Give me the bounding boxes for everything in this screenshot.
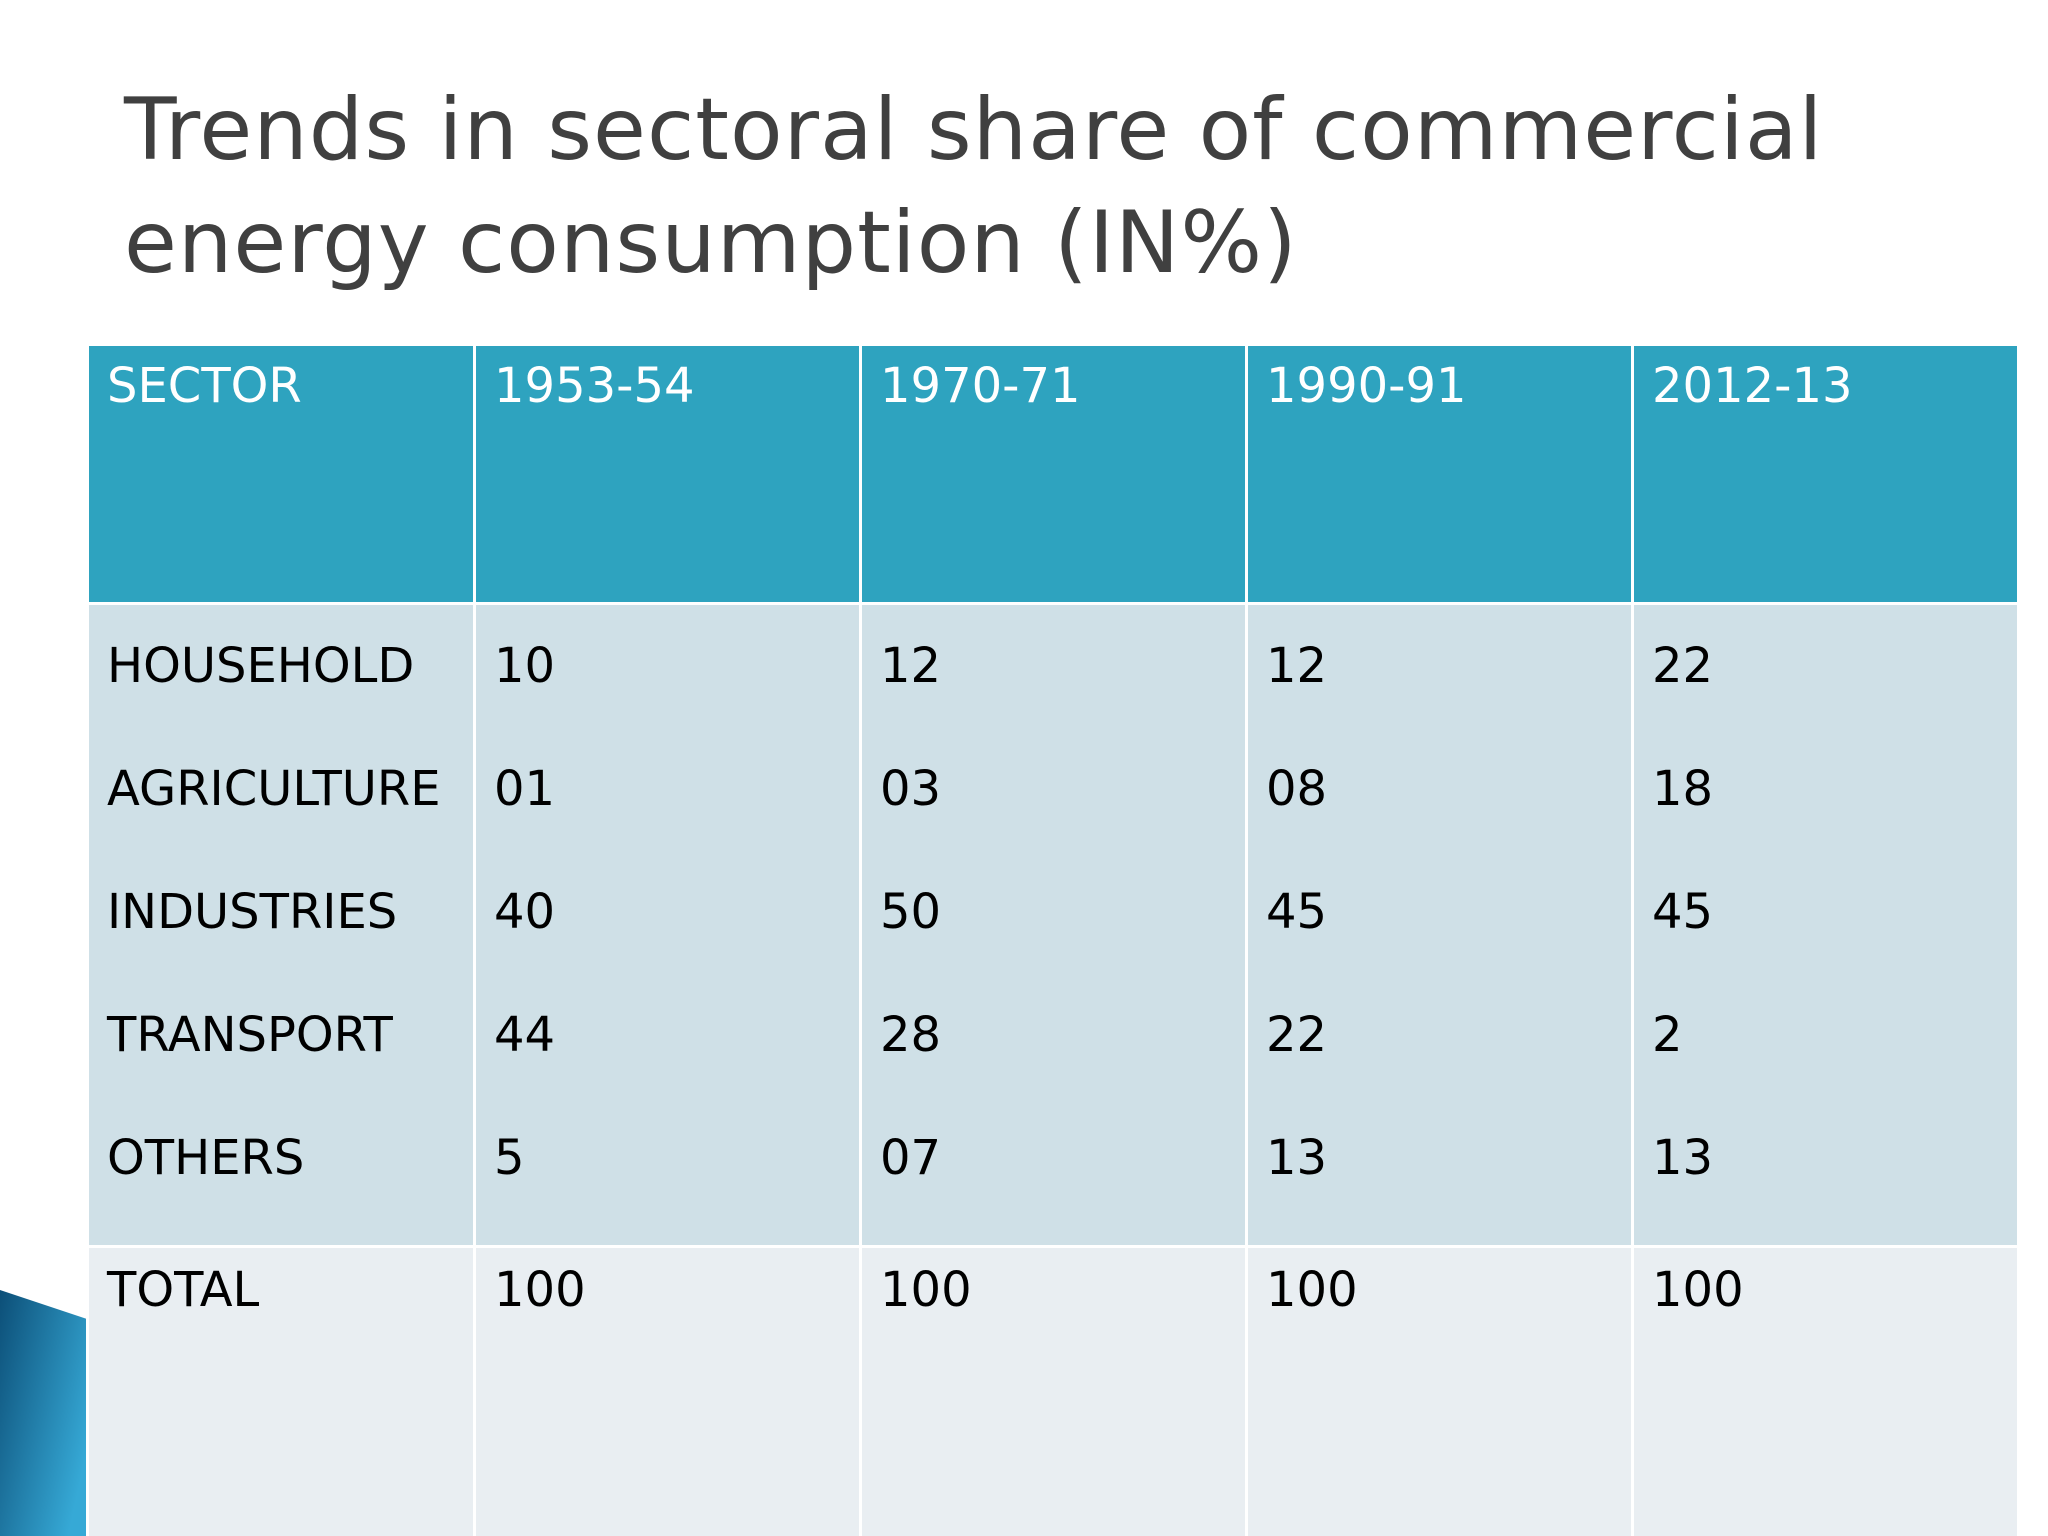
sector-household: HOUSEHOLD <box>107 638 415 694</box>
value-others-1953-54: 5 <box>494 1130 525 1186</box>
value-household-1953-54: 10 <box>494 638 556 694</box>
value-industries-1990-91: 45 <box>1266 884 1328 940</box>
header-year-2012-13: 2012-13 <box>1631 343 2020 605</box>
values-1990-91-cell: 12 08 45 22 13 <box>1245 602 1634 1248</box>
sector-others: OTHERS <box>107 1130 305 1186</box>
total-1990-91: 100 <box>1245 1245 1634 1536</box>
value-household-2012-13: 22 <box>1652 638 1714 694</box>
value-transport-2012-13: 2 <box>1652 1007 1683 1063</box>
header-year-1990-91: 1990-91 <box>1245 343 1634 605</box>
corner-swoosh-dark <box>0 1290 90 1536</box>
value-others-2012-13: 13 <box>1652 1130 1714 1186</box>
header-year-1953-54: 1953-54 <box>473 343 862 605</box>
value-agriculture-1953-54: 01 <box>494 761 556 817</box>
sector-agriculture: AGRICULTURE <box>107 761 441 817</box>
value-industries-2012-13: 45 <box>1652 884 1714 940</box>
total-label: TOTAL <box>86 1245 476 1536</box>
total-1970-71: 100 <box>859 1245 1248 1536</box>
values-2012-13-cell: 22 18 45 2 13 <box>1631 602 2020 1248</box>
value-others-1990-91: 13 <box>1266 1130 1328 1186</box>
total-row: TOTAL 100 100 100 100 <box>86 1245 2020 1536</box>
values-1970-71-cell: 12 03 50 28 07 <box>859 602 1248 1248</box>
value-agriculture-1970-71: 03 <box>880 761 942 817</box>
value-others-1970-71: 07 <box>880 1130 942 1186</box>
sector-industries: INDUSTRIES <box>107 884 398 940</box>
values-1953-54-cell: 10 01 40 44 5 <box>473 602 862 1248</box>
sector-names-cell: HOUSEHOLD AGRICULTURE INDUSTRIES TRANSPO… <box>86 602 476 1248</box>
value-household-1970-71: 12 <box>880 638 942 694</box>
value-transport-1953-54: 44 <box>494 1007 556 1063</box>
value-industries-1953-54: 40 <box>494 884 556 940</box>
header-sector: SECTOR <box>86 343 476 605</box>
value-transport-1970-71: 28 <box>880 1007 942 1063</box>
slide-title-line-1: Trends in sectoral share of commercial <box>124 80 1824 180</box>
slide-title-line-2: energy consumption (IN%) <box>124 193 1298 293</box>
value-agriculture-2012-13: 18 <box>1652 761 1714 817</box>
value-transport-1990-91: 22 <box>1266 1007 1328 1063</box>
value-household-1990-91: 12 <box>1266 638 1328 694</box>
sector-transport: TRANSPORT <box>107 1007 393 1063</box>
value-industries-1970-71: 50 <box>880 884 942 940</box>
energy-share-table-wrapper: SECTOR 1953-54 1970-71 1990-91 2012-13 H… <box>86 343 2020 1536</box>
slide-title: Trends in sectoral share of commercial e… <box>124 74 1904 300</box>
total-2012-13: 100 <box>1631 1245 2020 1536</box>
value-agriculture-1990-91: 08 <box>1266 761 1328 817</box>
header-row: SECTOR 1953-54 1970-71 1990-91 2012-13 <box>86 343 2020 605</box>
data-row: HOUSEHOLD AGRICULTURE INDUSTRIES TRANSPO… <box>86 602 2020 1248</box>
energy-share-table: SECTOR 1953-54 1970-71 1990-91 2012-13 H… <box>86 343 2020 1536</box>
header-year-1970-71: 1970-71 <box>859 343 1248 605</box>
total-1953-54: 100 <box>473 1245 862 1536</box>
